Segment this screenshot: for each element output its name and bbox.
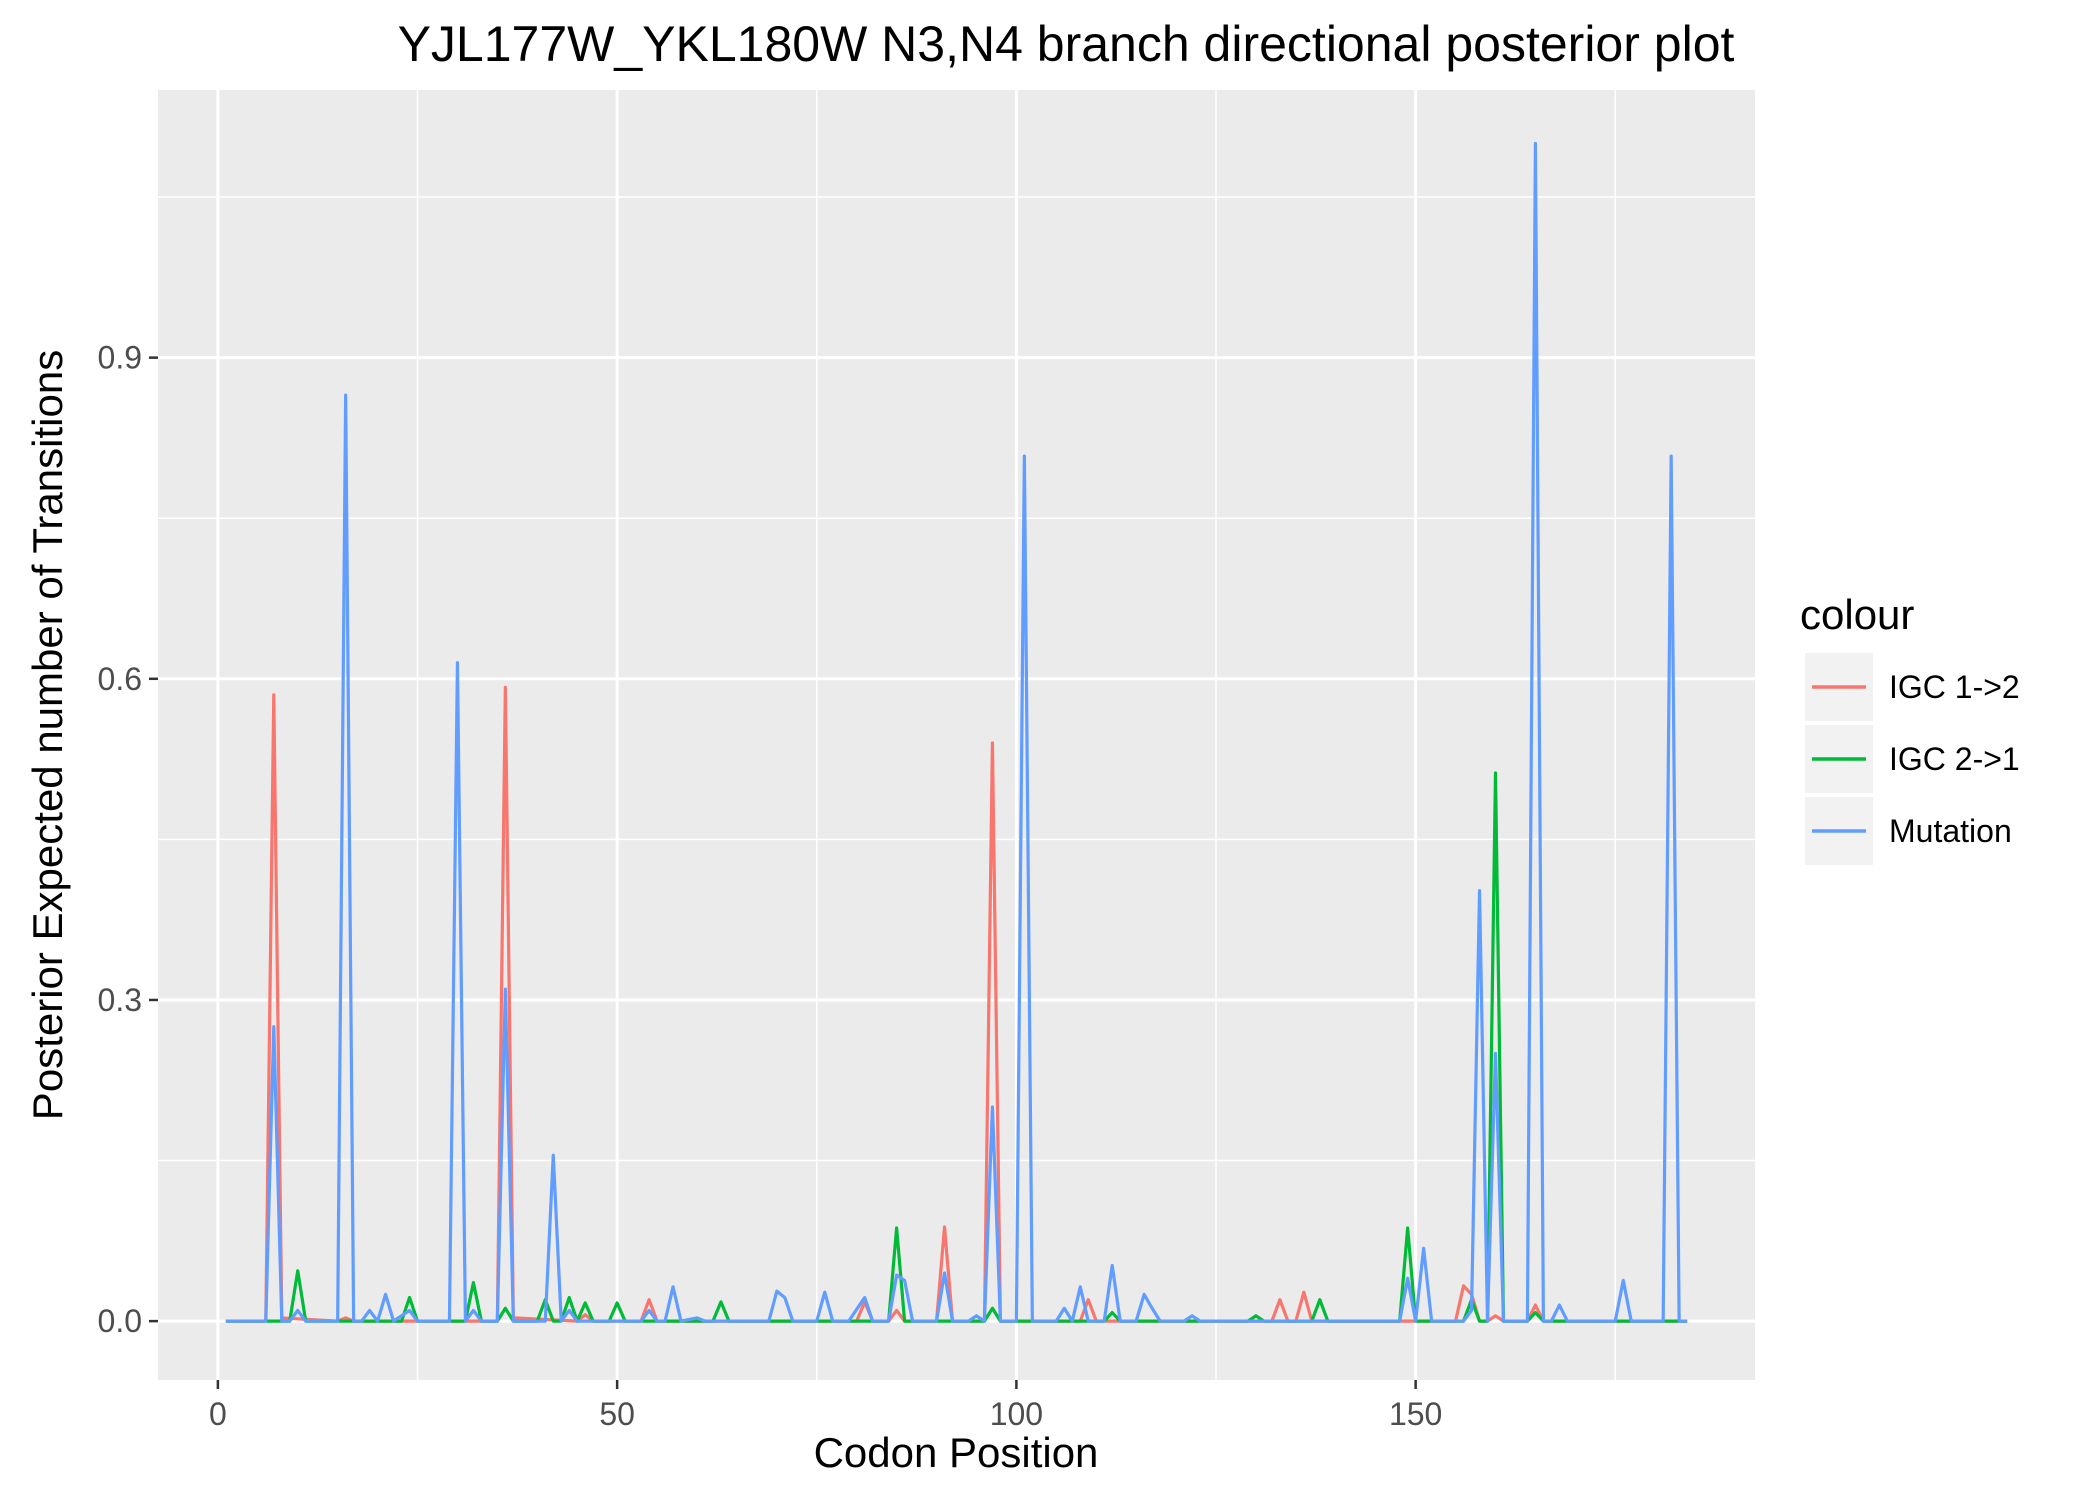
grid-minor — [158, 90, 1755, 1380]
plot-panel — [158, 90, 1755, 1380]
x-tick-label: 0 — [209, 1396, 227, 1432]
chart-title: YJL177W_YKL180W N3,N4 branch directional… — [398, 16, 1735, 72]
series-layer — [225, 141, 1688, 1323]
legend-label: IGC 1->2 — [1889, 669, 2020, 705]
y-axis: 0.0 0.3 0.6 0.9 — [98, 340, 158, 1339]
x-tick-label: 100 — [990, 1396, 1043, 1432]
y-tick-label: 0.9 — [98, 340, 142, 376]
y-tick-label: 0.0 — [98, 1303, 142, 1339]
legend-label: IGC 2->1 — [1889, 741, 2020, 777]
x-tick-label: 150 — [1389, 1396, 1442, 1432]
y-tick-label: 0.3 — [98, 982, 142, 1018]
x-axis-title: Codon Position — [814, 1429, 1099, 1476]
series-line-mutation — [225, 141, 1688, 1323]
x-tick-label: 50 — [599, 1396, 635, 1432]
legend-title: colour — [1800, 591, 1914, 638]
y-tick-label: 0.6 — [98, 661, 142, 697]
legend-label: Mutation — [1889, 813, 2012, 849]
y-axis-title: Posterior Expected number of Transitions — [24, 350, 71, 1120]
legend: colour IGC 1->2 IGC 2->1 Mutation — [1800, 591, 2020, 865]
x-axis: 0 50 100 150 — [209, 1380, 1442, 1432]
